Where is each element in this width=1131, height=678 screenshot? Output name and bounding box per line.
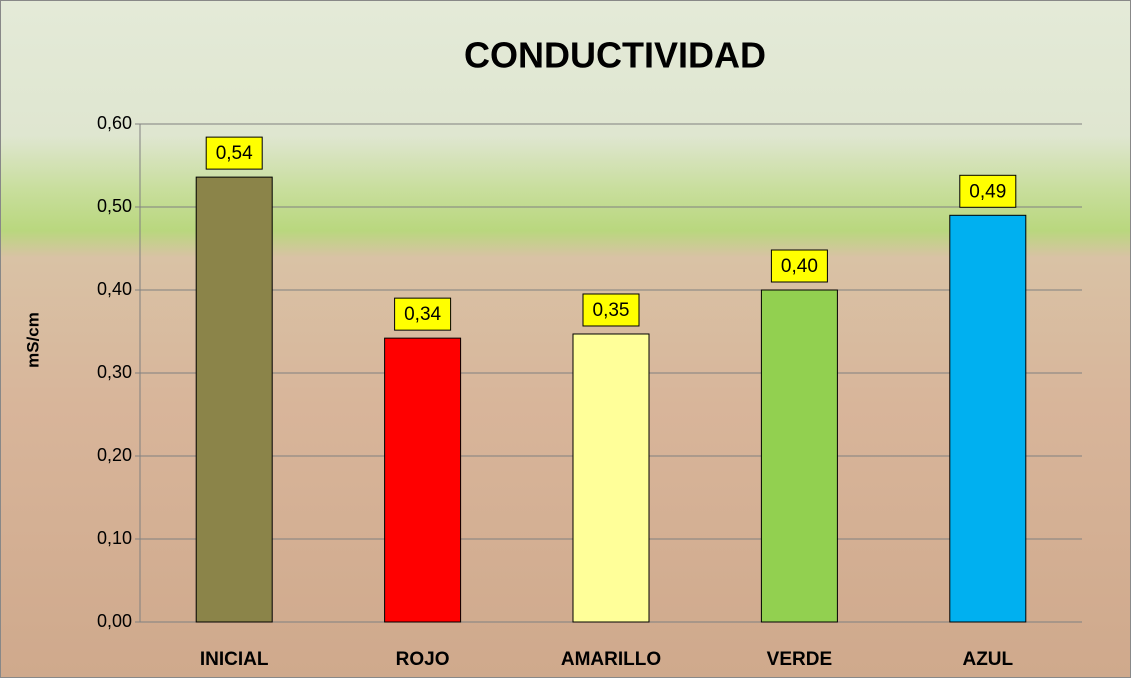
y-tick-label: 0,50 — [97, 196, 132, 216]
x-tick-label: ROJO — [396, 649, 450, 670]
value-label: 0,49 — [969, 181, 1006, 202]
x-tick-label: VERDE — [767, 649, 832, 670]
x-tick-label: AZUL — [962, 649, 1013, 670]
y-tick-label: 0,00 — [97, 611, 132, 631]
value-label: 0,40 — [781, 256, 818, 277]
chart-title: CONDUCTIVIDAD — [464, 35, 766, 76]
y-tick-label: 0,20 — [97, 445, 132, 465]
x-tick-label: INICIAL — [200, 649, 269, 670]
y-tick-label: 0,30 — [97, 362, 132, 382]
bar — [196, 177, 272, 622]
bar — [950, 215, 1026, 622]
x-tick-label: AMARILLO — [561, 649, 661, 670]
y-tick-label: 0,10 — [97, 528, 132, 548]
bar — [761, 290, 837, 622]
chart: CONDUCTIVIDAD mS/cm 0,00 0,10 0,20 0,30 0,40… — [0, 0, 1131, 678]
bar — [573, 334, 649, 622]
y-tick-label: 0,40 — [97, 279, 132, 299]
page: CONDUCTIVIDAD mS/cm 0,00 0,10 0,20 0,30 0,40… — [0, 0, 1131, 678]
value-label: 0,35 — [593, 300, 630, 321]
y-axis-label: mS/cm — [23, 312, 42, 368]
bar — [385, 338, 461, 622]
y-tick-label: 0,60 — [97, 113, 132, 133]
value-label: 0,34 — [404, 304, 441, 325]
value-label: 0,54 — [216, 143, 253, 164]
